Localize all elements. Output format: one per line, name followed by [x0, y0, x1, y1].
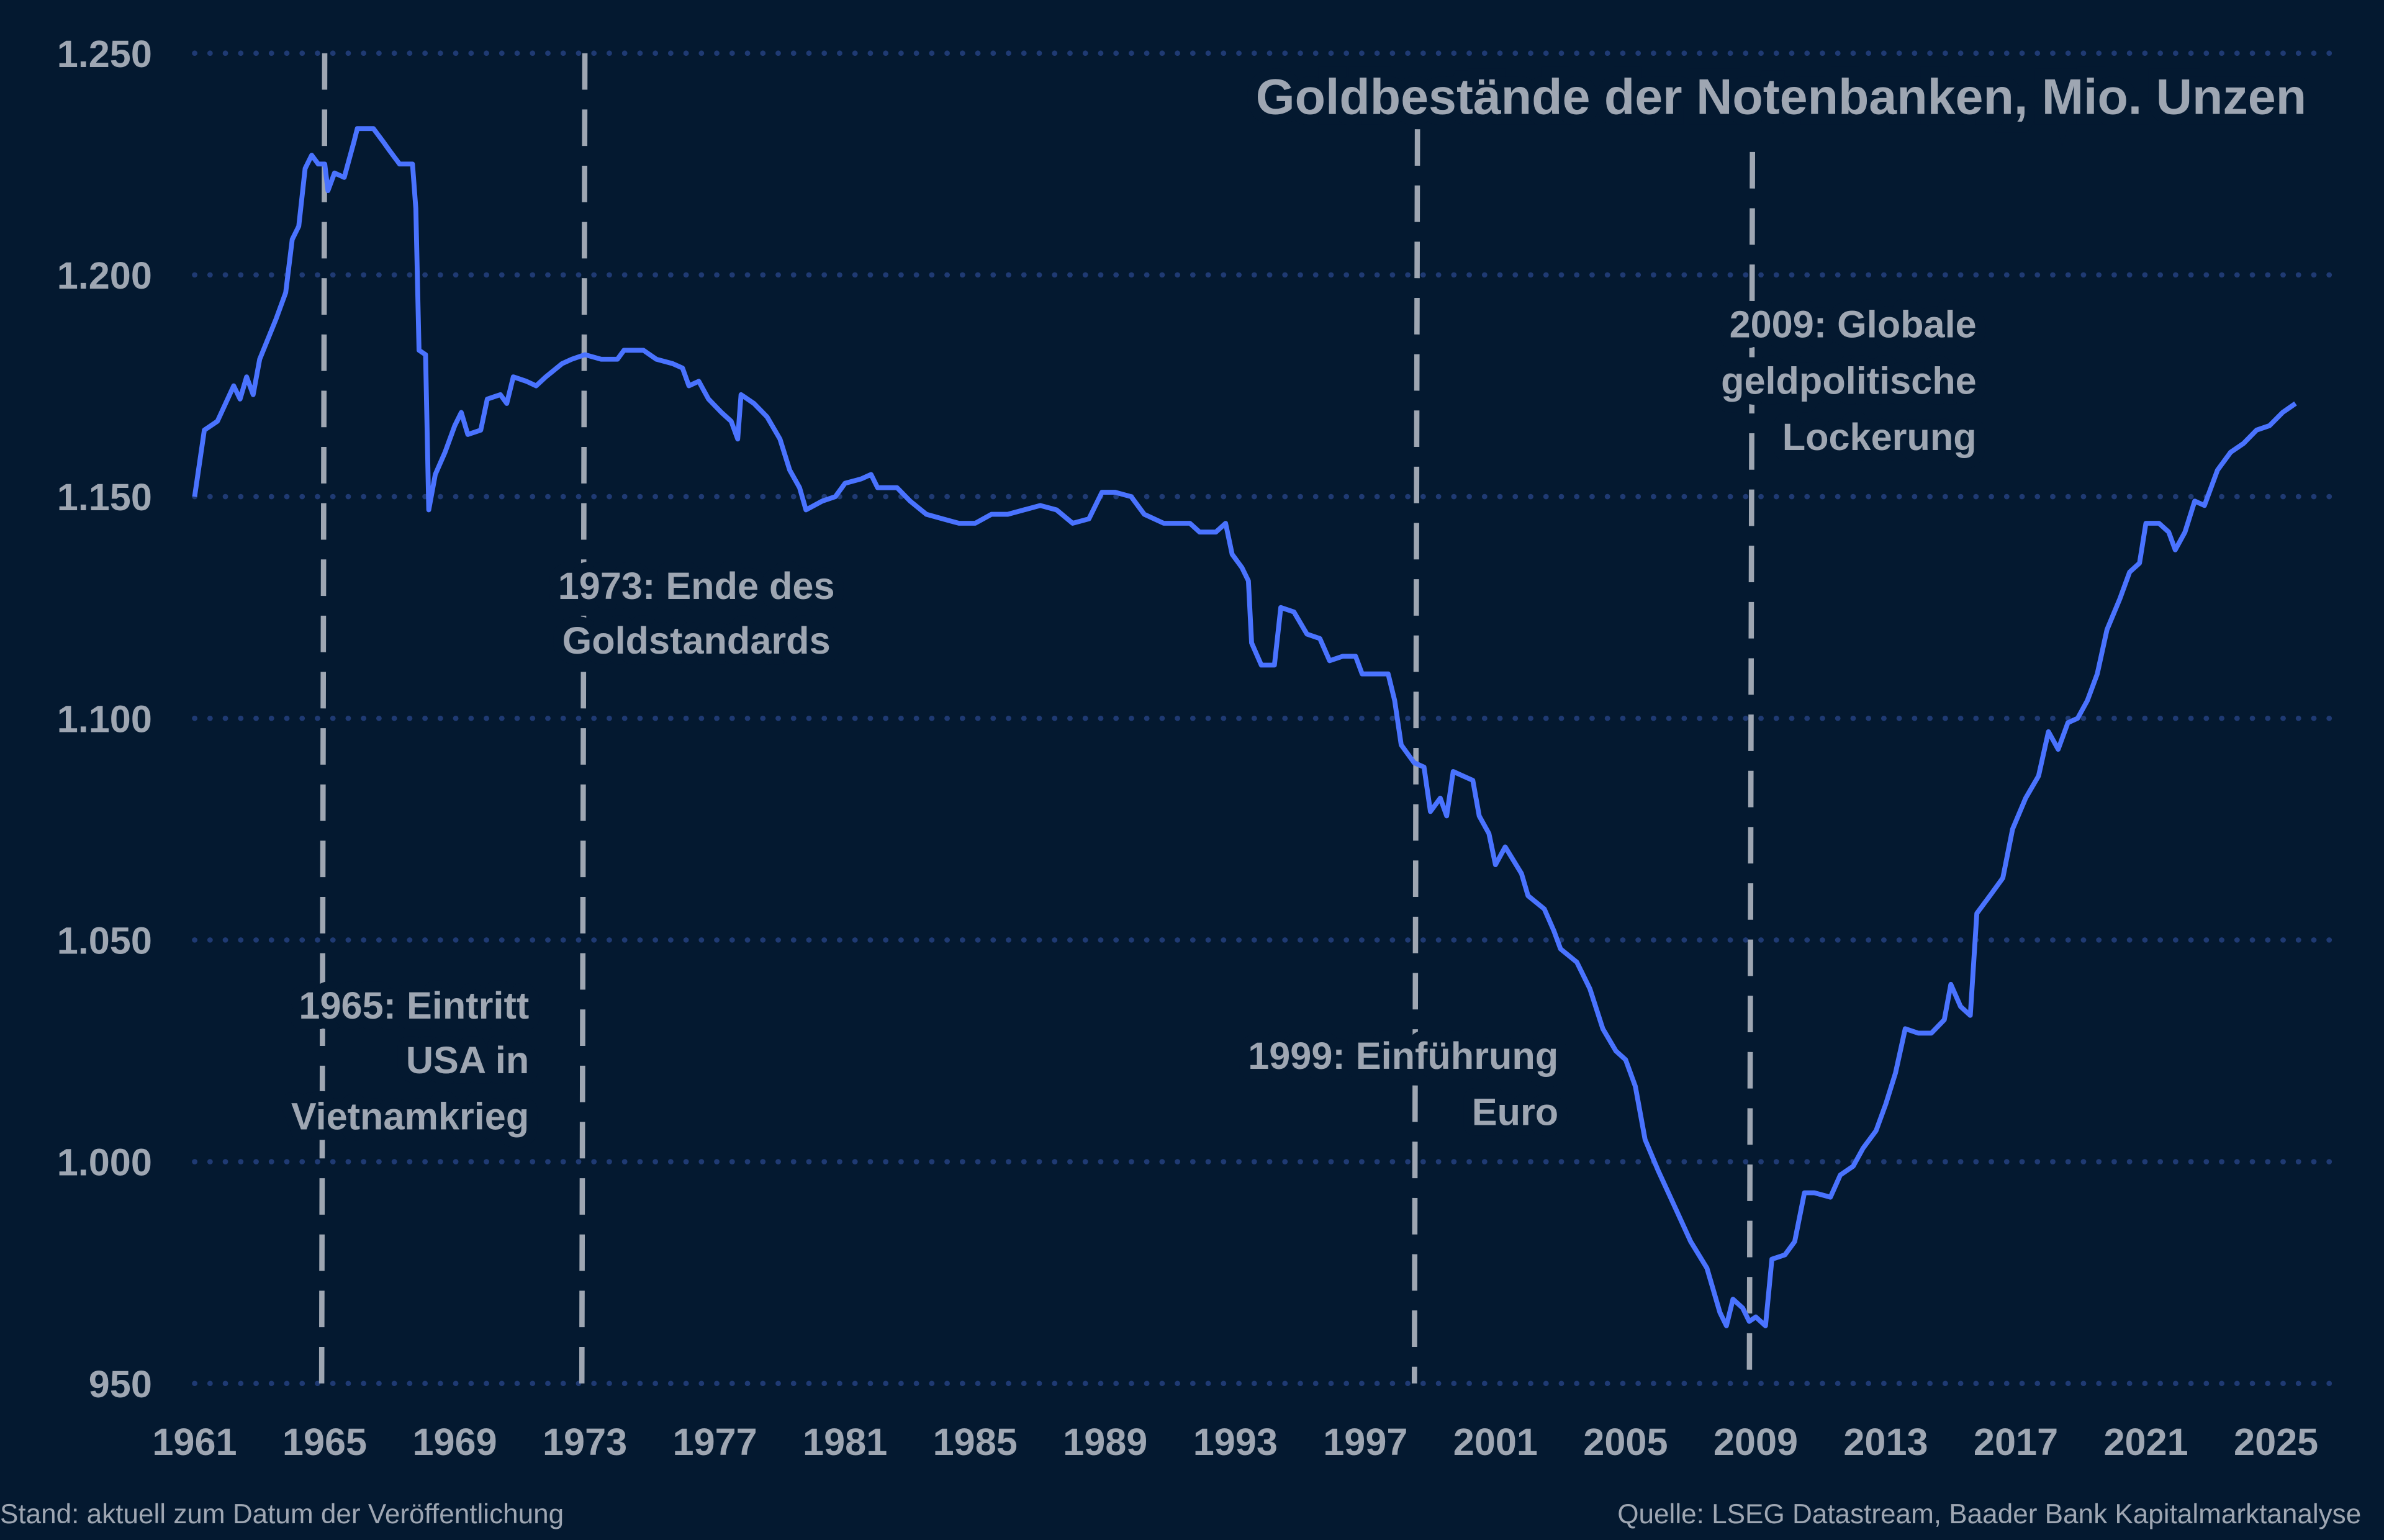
x-tick-label: 2025 [2234, 1421, 2318, 1463]
x-tick-label: 1985 [933, 1421, 1018, 1463]
event-lines [318, 53, 1756, 1384]
event-annotation: USA in [406, 1039, 529, 1081]
y-tick-label: 1.150 [57, 476, 152, 518]
event-line [1746, 151, 1756, 1384]
x-tick-label: 1997 [1323, 1421, 1407, 1463]
event-line [1411, 129, 1420, 1384]
y-tick-label: 950 [89, 1363, 152, 1405]
event-annotation: Euro [1472, 1091, 1558, 1133]
x-tick-label: 1977 [673, 1421, 757, 1463]
x-tick-label: 2021 [2103, 1421, 2188, 1463]
footer-left: Stand: aktuell zum Datum der Veröffentli… [0, 1499, 564, 1529]
series-line [192, 126, 2297, 1328]
x-tick-label: 1961 [152, 1421, 237, 1463]
x-tick-label: 2005 [1583, 1421, 1668, 1463]
y-tick-label: 1.100 [57, 698, 152, 740]
x-tick-label: 2001 [1453, 1421, 1538, 1463]
x-tick-label: 1973 [543, 1421, 627, 1463]
event-annotation: Goldstandards [562, 619, 831, 662]
event-annotation: 1973: Ende des [558, 565, 835, 607]
event-annotation: 2009: Globale [1730, 304, 1977, 346]
event-annotation: 1965: Eintritt [299, 984, 529, 1027]
x-tick-label: 1993 [1193, 1421, 1278, 1463]
x-tick-label: 1965 [282, 1421, 367, 1463]
x-tick-label: 2017 [1974, 1421, 2058, 1463]
event-annotation: Vietnamkrieg [291, 1096, 529, 1138]
x-tick-label: 2013 [1843, 1421, 1928, 1463]
y-tick-label: 1.050 [57, 919, 152, 961]
y-tick-label: 1.250 [57, 33, 152, 75]
event-annotation: Lockerung [1782, 416, 1977, 458]
x-tick-label: 1989 [1063, 1421, 1147, 1463]
y-tick-label: 1.000 [57, 1141, 152, 1184]
event-annotation: 1999: Einführung [1248, 1035, 1558, 1077]
x-axis: 1961 1965 1969 1973 1977 1981 1985 1989 1993 1997… [152, 1421, 2318, 1463]
x-tick-label: 1981 [803, 1421, 887, 1463]
y-axis: 950 1.000 1.050 1.100 1.150 1.200 1.250 [57, 33, 152, 1405]
x-tick-label: 1969 [412, 1421, 497, 1463]
chart-title: Goldbestände der Notenbanken, Mio. Unzen [1256, 70, 2306, 125]
x-tick-label: 2009 [1714, 1421, 1798, 1463]
y-tick-label: 1.200 [57, 254, 152, 297]
event-annotation: geldpolitische [1721, 359, 1977, 402]
footer-right: Quelle: LSEG Datastream, Baader Bank Kap… [1617, 1499, 2361, 1529]
